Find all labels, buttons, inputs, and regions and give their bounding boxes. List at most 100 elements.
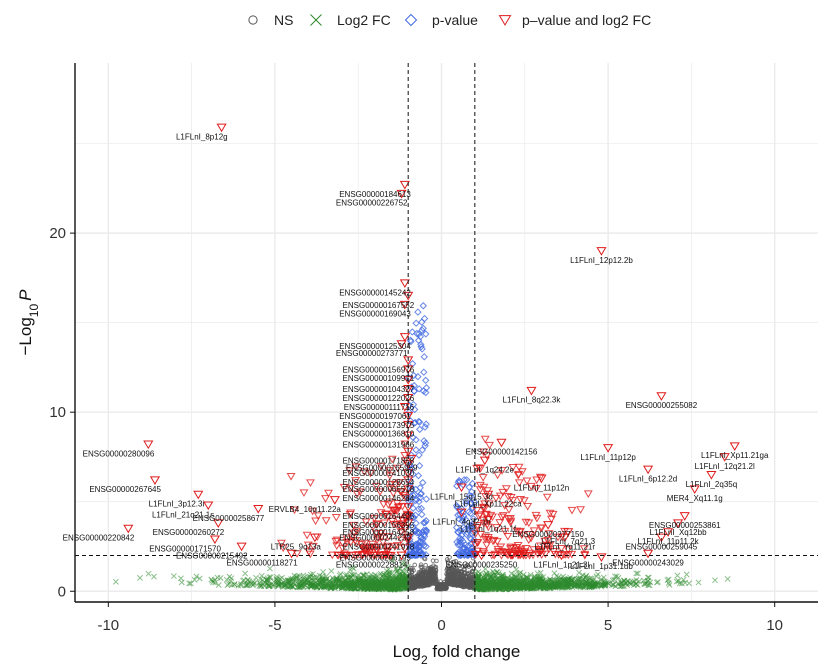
fc-point (238, 581, 244, 587)
fc-point (523, 573, 530, 580)
point-label: ENSG00000118271 (227, 559, 299, 568)
labeled-point (543, 521, 554, 530)
sig-point (501, 485, 511, 493)
point-label: ENSG00000125304 (339, 342, 411, 351)
fc-point (275, 579, 282, 586)
fc-point (214, 574, 221, 581)
ns-point (464, 574, 469, 580)
sig-point (277, 539, 286, 548)
sig-point (474, 464, 484, 473)
fc-point (360, 572, 367, 579)
point-label: L1FLnI_Xp11.21ga (701, 451, 769, 460)
point-label: ENSG00000165959 (346, 464, 418, 473)
ns-point (411, 568, 416, 573)
pvalue-point (470, 536, 478, 544)
fc-point (645, 574, 652, 581)
pvalue-point (405, 408, 413, 416)
ns-point (423, 562, 428, 568)
sig-point (482, 541, 492, 550)
y-tick-label: 10 (49, 404, 66, 421)
fc-point (486, 586, 493, 593)
point-label: L1FLnI_4q32.1h (432, 517, 490, 526)
pvalue-point (417, 490, 425, 498)
ns-point (464, 582, 469, 588)
labeled-point (149, 476, 161, 485)
labeled-point (399, 402, 410, 412)
sig-point (549, 548, 559, 556)
pvalue-point (415, 529, 423, 537)
fc-point (532, 575, 539, 582)
point-label: ENSG00000173915 (343, 421, 415, 430)
pvalue-point (412, 436, 420, 444)
fc-point (530, 585, 537, 592)
pvalue-point (467, 499, 475, 507)
sig-point (506, 543, 516, 552)
sig-point (537, 524, 547, 533)
sig-point (472, 547, 482, 556)
labeled-point (399, 180, 410, 190)
sig-point (331, 513, 341, 522)
pvalue-point (467, 492, 476, 500)
sig-point (396, 488, 406, 496)
fc-point (258, 572, 265, 579)
pvalue-point (417, 551, 425, 559)
fc-point (212, 579, 218, 586)
fc-point (477, 586, 484, 593)
pvalue-point (407, 542, 416, 551)
pvalue-point (419, 302, 427, 310)
fc-point (582, 583, 589, 590)
labeled-point (399, 333, 410, 342)
pvalue-point (420, 519, 428, 527)
sig-point (532, 514, 542, 523)
fc-point (605, 580, 612, 587)
fc-point (228, 575, 235, 582)
labeled-point (396, 340, 407, 349)
sig-point (290, 506, 299, 515)
pvalue-point (408, 523, 417, 531)
point-label: ENSG00000197061 (339, 412, 411, 421)
fc-point (389, 557, 396, 564)
point-label: ENSG00000241978 (343, 543, 415, 552)
labeled-point (403, 411, 414, 421)
pvalue-point (408, 328, 416, 336)
pvalue-point (415, 418, 424, 426)
labeled-point (403, 376, 414, 385)
ns-point (431, 581, 437, 586)
labeled-point (643, 549, 654, 559)
fc-point (654, 578, 661, 585)
ns-point (445, 559, 451, 564)
pvalue-point (469, 515, 478, 523)
fc-point (593, 573, 600, 580)
sig-point (474, 512, 484, 521)
sig-point (514, 463, 524, 472)
fc-point (517, 582, 524, 589)
pvalue-point (407, 500, 415, 508)
fc-point (389, 579, 396, 586)
sig-point (583, 490, 593, 499)
sig-point (513, 542, 523, 550)
point-label: ENSG00000156976 (343, 365, 415, 374)
fc-point (675, 578, 682, 584)
pvalue-point (419, 324, 427, 333)
sig-point (376, 529, 386, 538)
fc-point (627, 580, 634, 587)
point-label: L1FLnI_Xp11.22ca (455, 500, 523, 509)
sig-point (392, 507, 402, 516)
fc-point (633, 570, 640, 577)
sig-point (497, 513, 507, 522)
point-label: L1FLnI_15q15.3d (430, 492, 493, 501)
pvalue-point (420, 314, 429, 323)
pvalue-point (457, 504, 466, 513)
fc-point (137, 574, 143, 581)
fc-point (520, 575, 527, 582)
ns-point (453, 582, 458, 587)
labeled-point (603, 444, 614, 453)
point-label: ENSG00000267645 (89, 485, 161, 494)
sig-point (513, 471, 523, 480)
fc-point (536, 582, 543, 589)
labeled-point (729, 442, 740, 451)
sig-point (278, 544, 288, 553)
sig-point (482, 452, 492, 460)
pvalue-point (415, 385, 423, 393)
fc-point (599, 581, 606, 588)
